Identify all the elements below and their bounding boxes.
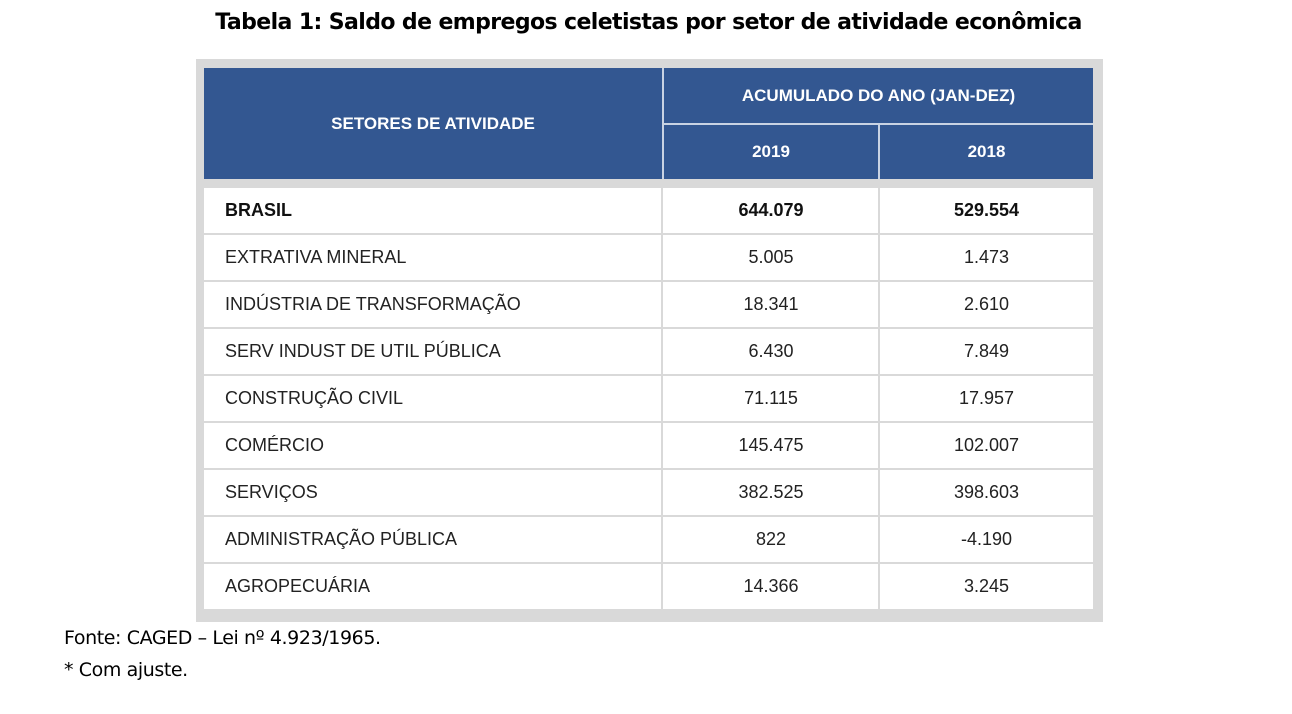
sector-cell: CONSTRUÇÃO CIVIL	[204, 376, 661, 421]
value-2018-cell: 102.007	[880, 423, 1093, 468]
value-2019-cell: 644.079	[664, 188, 878, 233]
value-2019-cell: 382.525	[664, 470, 878, 515]
table-row: EXTRATIVA MINERAL 5.005 1.473	[204, 235, 1093, 280]
column-divider	[661, 235, 663, 280]
value-2018-cell: 398.603	[880, 470, 1093, 515]
value-2018-cell: 529.554	[880, 188, 1093, 233]
sector-cell: AGROPECUÁRIA	[204, 564, 661, 609]
header-divider	[878, 125, 880, 179]
table-row: SERVIÇOS 382.525 398.603	[204, 470, 1093, 515]
sector-cell: BRASIL	[204, 188, 661, 233]
column-divider	[661, 517, 663, 562]
header-group-label: ACUMULADO DO ANO (JAN-DEZ)	[741, 85, 1016, 105]
column-divider	[878, 329, 880, 374]
sector-cell: ADMINISTRAÇÃO PÚBLICA	[204, 517, 661, 562]
column-divider	[661, 423, 663, 468]
sector-cell: SERVIÇOS	[204, 470, 661, 515]
value-2019-cell: 71.115	[664, 376, 878, 421]
column-divider	[878, 470, 880, 515]
value-2018-cell: 7.849	[880, 329, 1093, 374]
value-2018-cell: -4.190	[880, 517, 1093, 562]
table-row: CONSTRUÇÃO CIVIL 71.115 17.957	[204, 376, 1093, 421]
value-2019-cell: 18.341	[664, 282, 878, 327]
column-divider	[661, 376, 663, 421]
value-2019-cell: 5.005	[664, 235, 878, 280]
header-year-2018: 2018	[967, 142, 1006, 161]
value-2019-cell: 145.475	[664, 423, 878, 468]
table-title: Tabela 1: Saldo de empregos celetistas p…	[215, 10, 1082, 35]
adjustment-note: * Com ajuste.	[64, 659, 188, 681]
sector-cell: EXTRATIVA MINERAL	[204, 235, 661, 280]
value-2018-cell: 3.245	[880, 564, 1093, 609]
source-note: Fonte: CAGED – Lei nº 4.923/1965.	[64, 627, 381, 649]
column-divider	[878, 423, 880, 468]
value-2018-cell: 17.957	[880, 376, 1093, 421]
table-row: ADMINISTRAÇÃO PÚBLICA 822 -4.190	[204, 517, 1093, 562]
column-divider	[661, 329, 663, 374]
sector-cell: SERV INDUST DE UTIL PÚBLICA	[204, 329, 661, 374]
column-divider	[878, 517, 880, 562]
value-2019-cell: 6.430	[664, 329, 878, 374]
column-divider	[878, 282, 880, 327]
value-2018-cell: 1.473	[880, 235, 1093, 280]
header-divider	[664, 123, 1093, 125]
column-divider	[878, 564, 880, 609]
table-row-total: BRASIL 644.079 529.554	[204, 188, 1093, 233]
column-divider	[661, 470, 663, 515]
sector-cell: INDÚSTRIA DE TRANSFORMAÇÃO	[204, 282, 661, 327]
value-2019-cell: 822	[664, 517, 878, 562]
column-divider	[661, 564, 663, 609]
value-2019-cell: 14.366	[664, 564, 878, 609]
table-row: COMÉRCIO 145.475 102.007	[204, 423, 1093, 468]
sector-cell: COMÉRCIO	[204, 423, 661, 468]
column-divider	[661, 282, 663, 327]
column-divider	[878, 376, 880, 421]
column-divider	[878, 235, 880, 280]
table-row: AGROPECUÁRIA 14.366 3.245	[204, 564, 1093, 609]
header-divider	[662, 68, 664, 179]
table-row: SERV INDUST DE UTIL PÚBLICA 6.430 7.849	[204, 329, 1093, 374]
table-body: BRASIL 644.079 529.554 EXTRATIVA MINERAL 5.0…	[204, 188, 1093, 611]
column-divider	[878, 188, 880, 233]
value-2018-cell: 2.610	[880, 282, 1093, 327]
column-divider	[661, 188, 663, 233]
header-year-2019: 2019	[752, 142, 790, 161]
table-header: SETORES DE ATIVIDADE ACUMULADO DO ANO (J…	[204, 68, 1093, 179]
header-sector-column: SETORES DE ATIVIDADE	[331, 113, 535, 133]
table-row: INDÚSTRIA DE TRANSFORMAÇÃO 18.341 2.610	[204, 282, 1093, 327]
